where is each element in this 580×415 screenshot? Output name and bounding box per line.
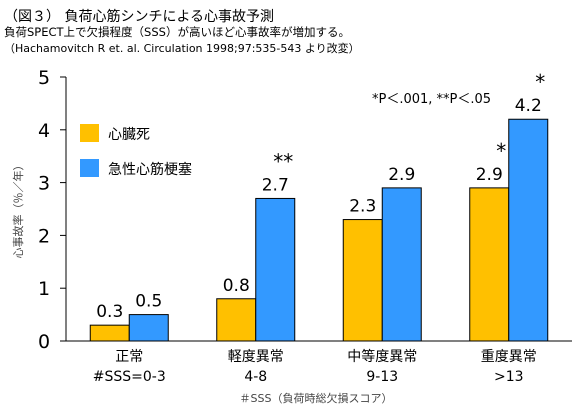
significance-mark: * [535,70,545,94]
chart-subtitle: 負荷SPECT上で欠損程度（SSS）が高いほど心事故率が増加する。 [4,25,350,39]
bar-cardiac-death [216,298,257,342]
data-label: 0.8 [223,276,250,296]
x-axis-label: ＃SSS（負荷時総欠損スコア） [240,391,393,405]
data-label: 0.5 [135,292,162,312]
y-tick-label: 0 [38,331,50,353]
chart-citation: （Hachamovitch R et. al. Circulation 1998… [4,42,360,55]
significance-note: *P＜.001, **P＜.05 [372,92,491,107]
y-tick-label: 1 [38,278,50,300]
significance-mark: ** [273,149,293,173]
significance-mark: * [496,139,506,163]
data-label: 2.7 [262,175,289,195]
x-tick-sublabel: 9-13 [366,369,398,385]
x-tick-sublabel: >13 [494,369,524,385]
bar-mi [255,197,296,342]
bars: 0.30.50.82.7**2.32.9 2.9*4.2* [89,70,549,342]
bar-mi [381,187,422,342]
bar-mi [508,118,549,342]
legend-swatch [80,124,99,142]
x-tick-label: 正常 [115,349,143,365]
bar-cardiac-death [89,324,130,342]
y-tick-label: 4 [38,120,50,142]
y-tick-label: 2 [38,225,50,247]
x-tick-sublabel: 4-8 [244,369,267,385]
bar-cardiac-death [469,187,510,342]
bar-cardiac-death [342,219,383,342]
y-tick-label: 5 [38,67,50,89]
data-label: 2.9 [388,165,415,185]
y-axis-label: 心事故率（％／年） [11,160,25,259]
legend-label: 心臓死 [108,127,150,143]
x-tick-label: 軽度異常 [228,349,284,365]
y-tick-label: 3 [38,173,50,195]
bar-mi [128,314,169,342]
x-tick-sublabel: #SSS=0-3 [93,369,166,385]
y-ticks: 0 1 2 3 4 5 [38,67,66,353]
legend-label: 急性心筋梗塞 [108,161,192,178]
data-label: 2.9 [476,165,503,185]
data-label: 2.3 [349,197,376,217]
data-label: 0.3 [96,302,123,322]
data-label: 4.2 [515,96,542,116]
x-tick-labels: 正常 #SSS=0-3 軽度異常 4-8 中等度異常 9-13 重度異常 >13 [93,348,537,385]
x-tick-label: 重度異常 [481,349,537,365]
x-tick-label: 中等度異常 [347,348,417,365]
chart-title: （図３） 負荷心筋シンチによる心事故予測 [4,9,275,25]
legend-swatch [80,159,99,177]
